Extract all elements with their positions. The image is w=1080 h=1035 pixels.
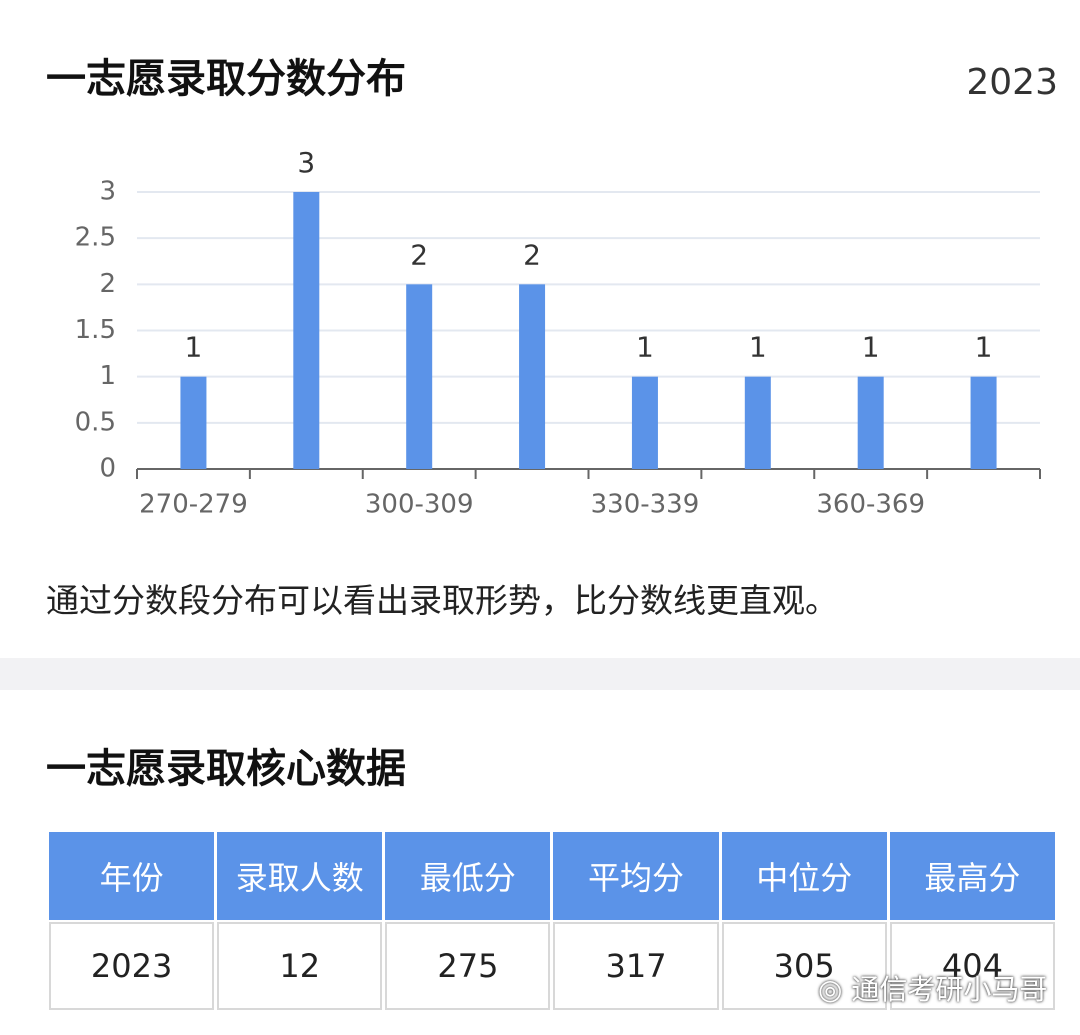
watermark: ◎ 通信考研小马哥 xyxy=(818,973,1048,1006)
y-tick-label: 1 xyxy=(99,361,116,391)
column-header: 录取人数 xyxy=(217,832,383,920)
year-label: 2023 xyxy=(966,62,1058,103)
bar xyxy=(293,192,320,469)
y-tick-label: 1.5 xyxy=(75,315,116,345)
table-cell: 317 xyxy=(553,922,719,1010)
chart: 0 0.5 1 1.5 2 2.5 3 270-279 1 3 300-309 2 2 330-339 1 1… xyxy=(75,146,1041,520)
y-tick-label: 3 xyxy=(99,177,116,207)
y-tick-label: 2 xyxy=(99,269,116,299)
watermark-text: 通信考研小马哥 xyxy=(851,973,1048,1006)
section-title: 一志愿录取核心数据 xyxy=(46,746,406,792)
data-label: 1 xyxy=(749,331,767,364)
data-label: 3 xyxy=(297,146,315,179)
bar xyxy=(744,376,771,469)
bar xyxy=(406,284,433,469)
section-title: 一志愿录取分数分布 xyxy=(46,56,406,102)
table-cell: 404 xyxy=(889,922,1055,1010)
bar xyxy=(857,376,884,469)
x-tick-label: 300-309 xyxy=(365,490,474,520)
data-label: 1 xyxy=(185,331,203,364)
column-header: 平均分 xyxy=(553,832,719,920)
table-cell: 2023 xyxy=(49,922,215,1010)
column-header: 中位分 xyxy=(721,832,887,920)
y-tick-label: 2.5 xyxy=(75,223,116,253)
column-header: 最高分 xyxy=(889,832,1055,920)
data-label: 1 xyxy=(636,331,654,364)
x-tick-label: 270-279 xyxy=(139,490,248,520)
y-tick-label: 0.5 xyxy=(75,407,116,437)
caption: 通过分数段分布可以看出录取形势，比分数线更直观。 xyxy=(46,581,838,620)
bar xyxy=(180,376,207,469)
x-tick-label: 330-339 xyxy=(591,490,700,520)
data-label: 1 xyxy=(975,331,993,364)
data-label: 2 xyxy=(410,238,428,271)
bar xyxy=(519,284,546,469)
column-header: 年份 xyxy=(49,832,215,920)
bar xyxy=(970,376,997,469)
table-cell: 12 xyxy=(217,922,383,1010)
table-cell: 305 xyxy=(721,922,887,1010)
column-header: 最低分 xyxy=(385,832,551,920)
bar xyxy=(631,376,658,469)
table-row: 2023 12 275 317 305 404 xyxy=(49,922,1055,1010)
data-label: 2 xyxy=(523,238,541,271)
data-table: 年份 录取人数 最低分 平均分 中位分 最高分 2023 12 275 317 305 404 xyxy=(46,830,1058,1012)
table-cell: 275 xyxy=(385,922,551,1010)
divider xyxy=(0,658,1080,690)
data-label: 1 xyxy=(862,331,880,364)
x-tick-label: 360-369 xyxy=(816,490,925,520)
y-tick-label: 0 xyxy=(99,454,116,484)
